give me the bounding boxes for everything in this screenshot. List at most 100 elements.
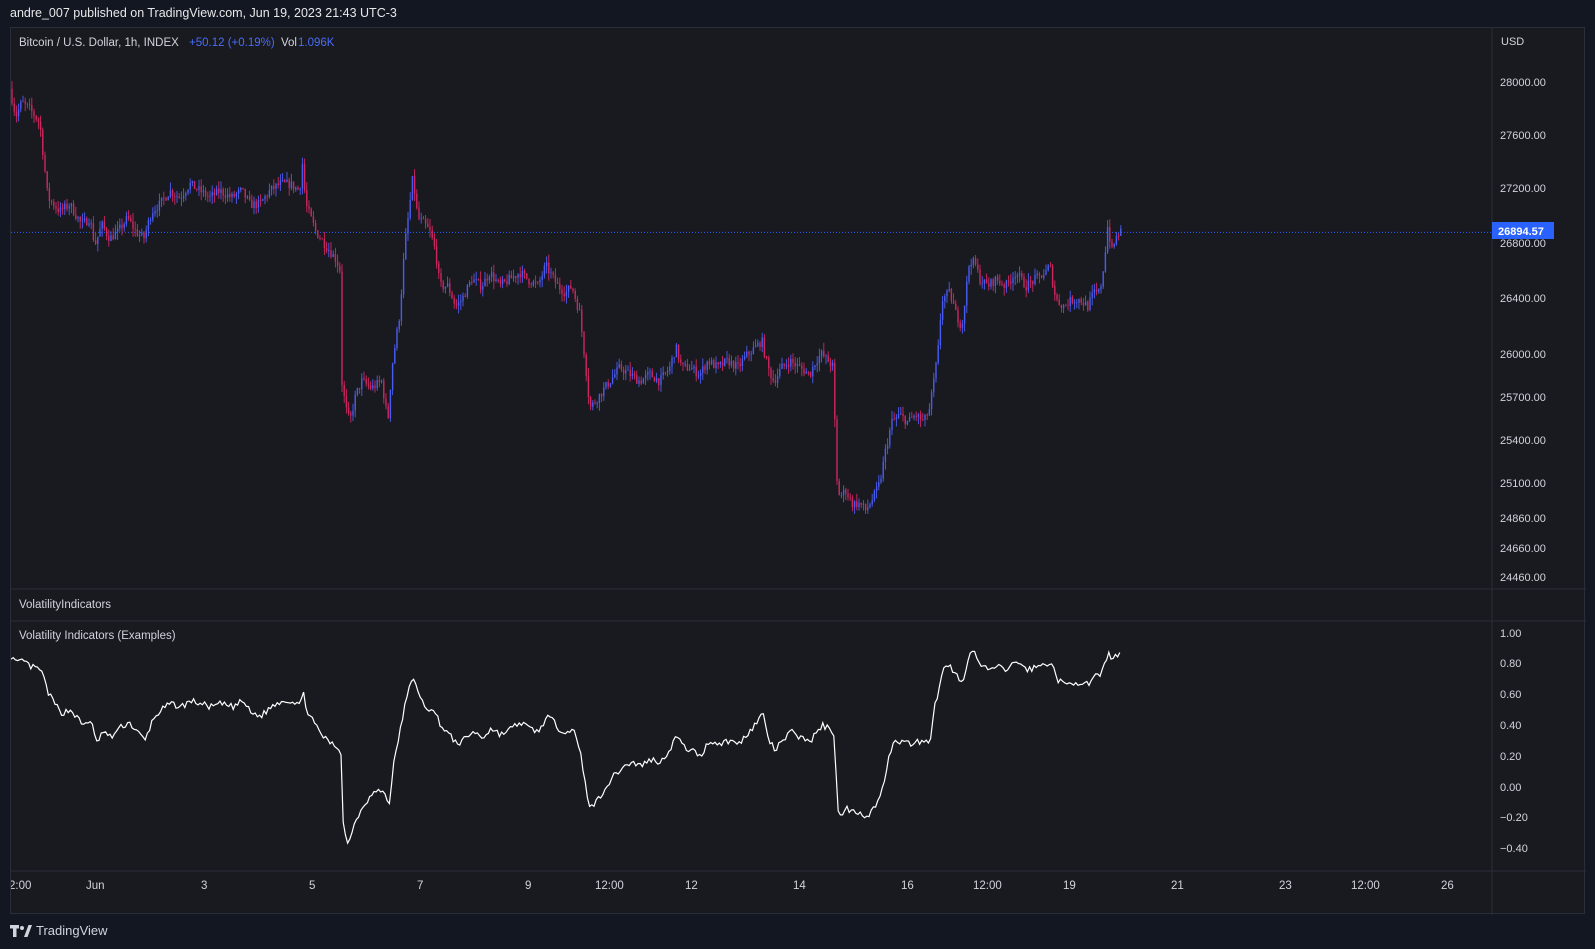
candle-body: [946, 290, 948, 297]
candle-body: [222, 189, 224, 196]
candle-body: [79, 217, 81, 222]
candle-body: [424, 219, 427, 224]
time-tick: 23: [1279, 880, 1292, 892]
candle-body: [306, 190, 308, 207]
candle-body: [248, 196, 251, 200]
volatility-indicator-line[interactable]: [11, 650, 1121, 845]
candle-body: [752, 347, 755, 354]
candle-body: [779, 368, 781, 376]
candle-body: [919, 414, 922, 420]
candle-body: [464, 295, 466, 297]
candle-body: [143, 232, 145, 239]
candle-body: [475, 279, 477, 280]
candle-body: [992, 279, 994, 287]
candle-body: [66, 203, 68, 209]
candle-body: [794, 362, 796, 367]
candle-body: [803, 368, 805, 374]
candle-body: [660, 375, 662, 386]
candle-body: [1043, 274, 1045, 278]
candle-body: [743, 356, 746, 360]
candle-body: [288, 179, 290, 189]
candle-body: [193, 181, 196, 190]
candle-body: [598, 393, 601, 404]
candle-body: [380, 380, 383, 382]
candle-body: [130, 218, 132, 221]
candle-body: [468, 282, 471, 285]
candle-body: [959, 322, 961, 328]
candle-body: [556, 282, 559, 284]
candle-body: [413, 176, 416, 194]
price-tick: 26400.00: [1500, 293, 1546, 305]
candle-body: [845, 489, 847, 494]
candle-body: [768, 357, 770, 369]
time-tick: 16: [901, 880, 914, 892]
chart-frame[interactable]: Bitcoin / U.S. Dollar, 1h, INDEX +50.12 …: [10, 27, 1586, 915]
candle-body: [983, 279, 986, 284]
candle-body: [1113, 244, 1115, 247]
candle-body: [545, 262, 548, 266]
candle-body: [1027, 280, 1030, 291]
candle-body: [532, 281, 535, 286]
candle-body: [825, 355, 827, 357]
candle-body: [770, 368, 772, 379]
candle-body: [262, 199, 264, 201]
candle-body: [26, 103, 29, 105]
time-tick: 7: [417, 880, 423, 892]
price-axis[interactable]: 28000.00 27600.00 27200.00 26800.00 2640…: [1500, 77, 1546, 584]
candle-body: [358, 388, 361, 390]
candle-body: [451, 292, 453, 299]
candle-body: [761, 337, 763, 348]
candle-body: [592, 402, 594, 407]
candle-body: [114, 231, 117, 240]
candle-body: [169, 190, 172, 197]
candle-body: [521, 270, 524, 278]
candle-body: [479, 279, 482, 290]
candle-body: [970, 264, 972, 267]
candle-body: [809, 371, 812, 377]
candle-body: [926, 414, 928, 416]
candle-body: [508, 274, 510, 285]
candle-body: [149, 219, 152, 221]
candle-body: [328, 250, 330, 252]
candle-body: [647, 372, 649, 375]
candle-body: [977, 264, 979, 270]
candle-body: [116, 228, 119, 232]
candle-body: [917, 414, 920, 417]
candle-body: [686, 364, 689, 371]
indicator-tick: 0.60: [1500, 689, 1521, 701]
chart-canvas[interactable]: Bitcoin / U.S. Dollar, 1h, INDEX +50.12 …: [11, 28, 1586, 915]
indicator-pane-title[interactable]: VolatilityIndicators: [19, 599, 111, 611]
candle-body: [875, 486, 878, 491]
candle-body: [871, 500, 873, 505]
candle-body: [224, 195, 227, 198]
candle-body: [449, 283, 451, 293]
candle-body: [211, 192, 213, 196]
candle-body: [35, 116, 37, 120]
candle-body: [587, 376, 590, 398]
candle-body: [869, 504, 871, 508]
candle-body: [187, 189, 189, 194]
candle-body: [820, 350, 823, 357]
candle-body: [229, 193, 231, 198]
price-tick: 24860.00: [1500, 513, 1546, 525]
candle-body: [438, 263, 440, 273]
candle-body: [44, 155, 46, 172]
candle-body: [418, 207, 420, 219]
candle-body: [655, 378, 658, 382]
indicator-pane-title[interactable]: Volatility Indicators (Examples): [19, 630, 176, 642]
time-axis[interactable]: 2:00 Jun 3 5 7 9 12:00 12 14 16 12:00 19…: [11, 880, 1454, 892]
candlestick-series[interactable]: [11, 81, 1122, 514]
candle-body: [81, 220, 84, 222]
candle-body: [607, 382, 609, 387]
candle-body: [39, 121, 42, 130]
price-tick: 26000.00: [1500, 349, 1546, 361]
candle-body: [682, 362, 684, 365]
candle-body: [33, 111, 35, 117]
candle-body: [268, 190, 271, 197]
candle-body: [750, 353, 752, 355]
candle-body: [792, 358, 794, 363]
candle-body: [1069, 296, 1071, 307]
candle-body: [363, 378, 365, 380]
indicator-axis[interactable]: 1.00 0.80 0.60 0.40 0.20 0.00 −0.20 −0.4…: [1500, 628, 1528, 855]
last-price-badge: [1492, 222, 1554, 239]
